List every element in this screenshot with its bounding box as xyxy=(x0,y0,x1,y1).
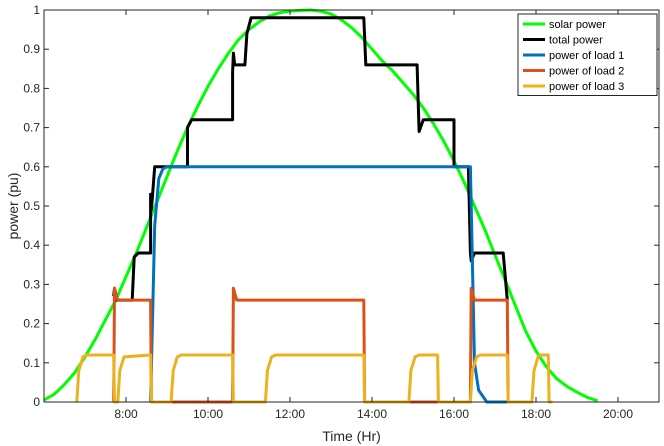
y-tick-label: 1 xyxy=(33,3,40,17)
legend-label: power of load 1 xyxy=(549,50,624,62)
x-tick-label: 18:00 xyxy=(521,407,551,421)
y-tick-label: 0.4 xyxy=(23,238,40,252)
y-tick-label: 0.1 xyxy=(23,356,40,370)
series-line-4 xyxy=(112,286,512,404)
x-tick-label: 20:00 xyxy=(603,407,633,421)
y-tick-label: 0.2 xyxy=(23,317,40,331)
ticks-layer: 8:00 10:00 12:00 14:00 16:00 18:00 20:00 0 0.1 0.… xyxy=(23,3,659,421)
y-axis-label: power (pu) xyxy=(5,173,21,240)
x-tick-label: 16:00 xyxy=(439,407,469,421)
x-tick-label: 14:00 xyxy=(357,407,387,421)
y-tick-label: 0.5 xyxy=(23,199,40,213)
y-tick-label: 0.9 xyxy=(23,42,40,56)
series-line-3 xyxy=(149,165,508,404)
y-tick-label: 0 xyxy=(33,395,40,409)
x-tick-label: 12:00 xyxy=(275,407,305,421)
y-tick-label: 0.6 xyxy=(23,160,40,174)
y-tick-label: 0.8 xyxy=(23,81,40,95)
legend-label: power of load 3 xyxy=(549,81,624,93)
series-line-1 xyxy=(43,8,598,403)
legend-label: total power xyxy=(549,35,603,47)
y-tick-label: 0.7 xyxy=(23,121,40,135)
series-line-2 xyxy=(112,16,509,302)
legend: solar power total power power of load 1 pow… xyxy=(517,13,658,96)
x-tick-label: 10:00 xyxy=(193,407,223,421)
y-tick-label: 0.3 xyxy=(23,277,40,291)
series-layer xyxy=(43,8,598,404)
x-tick-label: 8:00 xyxy=(114,407,138,421)
x-axis-label: Time (Hr) xyxy=(322,428,381,444)
legend-label: power of load 2 xyxy=(549,66,624,78)
legend-label: solar power xyxy=(549,19,606,31)
